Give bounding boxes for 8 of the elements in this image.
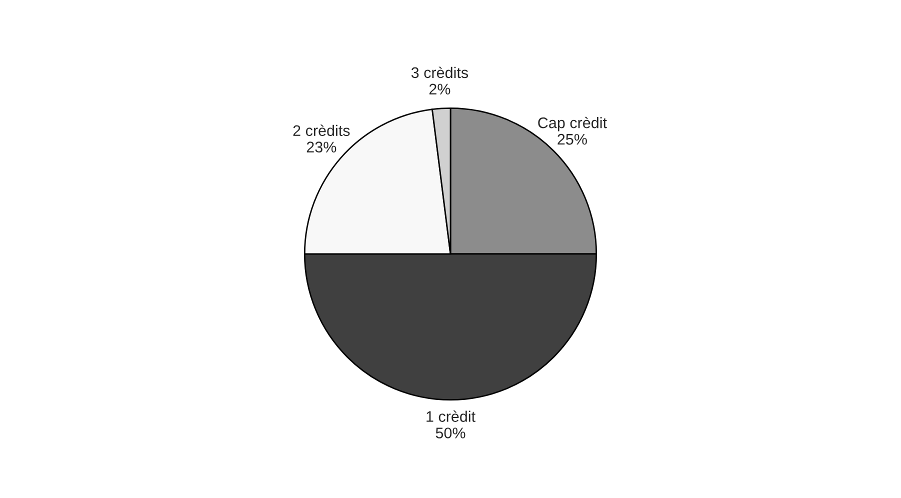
slice-label: Cap crèdit <box>538 116 607 132</box>
slice-label: 3 crèdits <box>411 66 468 78</box>
data-label: 50% <box>436 428 466 438</box>
data-label: 25% <box>558 134 587 145</box>
slice-label: 2 crèdits <box>293 124 350 136</box>
data-label: 23% <box>306 142 336 152</box>
data-label: 2% <box>429 84 450 94</box>
slice-label: 1 crèdit <box>426 410 476 422</box>
